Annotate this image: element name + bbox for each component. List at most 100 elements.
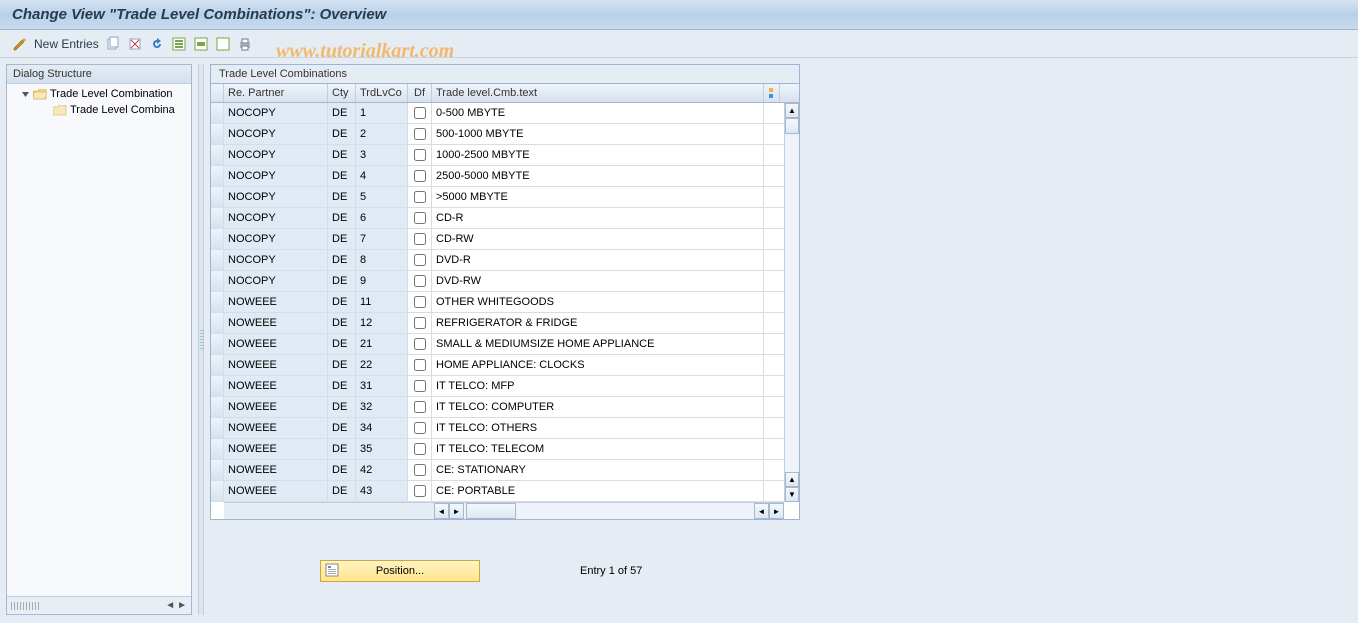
scroll-left-icon[interactable]: ◄ <box>434 503 449 519</box>
cell-text[interactable]: 0-500 MBYTE <box>432 103 764 123</box>
table-row[interactable]: NOCOPY DE 2 500-1000 MBYTE <box>211 124 799 145</box>
cell-df[interactable] <box>408 460 432 480</box>
splitter[interactable] <box>198 64 204 615</box>
cell-trdlv[interactable]: 35 <box>356 439 408 459</box>
cell-partner[interactable]: NOCOPY <box>224 166 328 186</box>
table-row[interactable]: NOCOPY DE 4 2500-5000 MBYTE <box>211 166 799 187</box>
undo-icon[interactable] <box>149 36 165 52</box>
cell-trdlv[interactable]: 22 <box>356 355 408 375</box>
df-checkbox[interactable] <box>414 443 426 455</box>
row-selector[interactable] <box>211 481 224 501</box>
df-checkbox[interactable] <box>414 485 426 497</box>
cell-text[interactable]: IT TELCO: MFP <box>432 376 764 396</box>
df-checkbox[interactable] <box>414 422 426 434</box>
cell-trdlv[interactable]: 31 <box>356 376 408 396</box>
scroll-up-icon[interactable]: ▲ <box>785 103 799 118</box>
copy-icon[interactable] <box>105 36 121 52</box>
cell-df[interactable] <box>408 292 432 312</box>
scroll-right-icon[interactable]: ► <box>769 503 784 519</box>
horizontal-scrollbar[interactable]: ◄ ► ◄ ► <box>224 502 784 519</box>
df-checkbox[interactable] <box>414 464 426 476</box>
print-icon[interactable] <box>237 36 253 52</box>
cell-trdlv[interactable]: 9 <box>356 271 408 291</box>
table-row[interactable]: NOWEEE DE 35 IT TELCO: TELECOM <box>211 439 799 460</box>
cell-partner[interactable]: NOWEEE <box>224 439 328 459</box>
table-row[interactable]: NOWEEE DE 43 CE: PORTABLE <box>211 481 799 502</box>
cell-trdlv[interactable]: 7 <box>356 229 408 249</box>
sidebar-handle-icon[interactable] <box>11 602 41 610</box>
df-checkbox[interactable] <box>414 401 426 413</box>
position-button[interactable]: Position... <box>320 560 480 582</box>
row-selector[interactable] <box>211 124 224 144</box>
cell-text[interactable]: 500-1000 MBYTE <box>432 124 764 144</box>
cell-cty[interactable]: DE <box>328 334 356 354</box>
cell-cty[interactable]: DE <box>328 124 356 144</box>
cell-partner[interactable]: NOCOPY <box>224 229 328 249</box>
cell-cty[interactable]: DE <box>328 418 356 438</box>
cell-trdlv[interactable]: 34 <box>356 418 408 438</box>
cell-partner[interactable]: NOWEEE <box>224 481 328 501</box>
cell-text[interactable]: CD-RW <box>432 229 764 249</box>
cell-cty[interactable]: DE <box>328 355 356 375</box>
row-selector[interactable] <box>211 334 224 354</box>
scroll-left2-icon[interactable]: ◄ <box>754 503 769 519</box>
cell-df[interactable] <box>408 376 432 396</box>
cell-partner[interactable]: NOWEEE <box>224 418 328 438</box>
cell-cty[interactable]: DE <box>328 439 356 459</box>
cell-df[interactable] <box>408 334 432 354</box>
col-header-partner[interactable]: Re. Partner <box>224 84 328 102</box>
cell-text[interactable]: DVD-R <box>432 250 764 270</box>
cell-trdlv[interactable]: 8 <box>356 250 408 270</box>
select-all-icon[interactable] <box>171 36 187 52</box>
cell-trdlv[interactable]: 5 <box>356 187 408 207</box>
table-row[interactable]: NOWEEE DE 34 IT TELCO: OTHERS <box>211 418 799 439</box>
cell-trdlv[interactable]: 6 <box>356 208 408 228</box>
row-selector[interactable] <box>211 460 224 480</box>
cell-cty[interactable]: DE <box>328 376 356 396</box>
sidebar-scroll-left-icon[interactable]: ◄ <box>165 600 175 611</box>
select-block-icon[interactable] <box>193 36 209 52</box>
col-header-cty[interactable]: Cty <box>328 84 356 102</box>
df-checkbox[interactable] <box>414 233 426 245</box>
cell-df[interactable] <box>408 187 432 207</box>
row-selector[interactable] <box>211 250 224 270</box>
row-selector[interactable] <box>211 376 224 396</box>
cell-text[interactable]: IT TELCO: TELECOM <box>432 439 764 459</box>
cell-cty[interactable]: DE <box>328 250 356 270</box>
table-row[interactable]: NOCOPY DE 8 DVD-R <box>211 250 799 271</box>
cell-df[interactable] <box>408 481 432 501</box>
cell-df[interactable] <box>408 313 432 333</box>
tree-item[interactable]: Trade Level Combina <box>7 102 191 118</box>
cell-cty[interactable]: DE <box>328 103 356 123</box>
cell-trdlv[interactable]: 11 <box>356 292 408 312</box>
cell-df[interactable] <box>408 355 432 375</box>
cell-text[interactable]: DVD-RW <box>432 271 764 291</box>
vertical-scrollbar[interactable]: ▲ ▲ ▼ <box>784 103 799 502</box>
row-selector[interactable] <box>211 145 224 165</box>
cell-partner[interactable]: NOWEEE <box>224 292 328 312</box>
cell-partner[interactable]: NOWEEE <box>224 355 328 375</box>
row-selector[interactable] <box>211 355 224 375</box>
cell-trdlv[interactable]: 2 <box>356 124 408 144</box>
col-header-selector[interactable] <box>211 84 224 102</box>
table-row[interactable]: NOCOPY DE 7 CD-RW <box>211 229 799 250</box>
cell-cty[interactable]: DE <box>328 187 356 207</box>
table-row[interactable]: NOCOPY DE 6 CD-R <box>211 208 799 229</box>
row-selector[interactable] <box>211 313 224 333</box>
cell-text[interactable]: IT TELCO: COMPUTER <box>432 397 764 417</box>
row-selector[interactable] <box>211 229 224 249</box>
cell-df[interactable] <box>408 145 432 165</box>
cell-cty[interactable]: DE <box>328 481 356 501</box>
cell-partner[interactable]: NOCOPY <box>224 145 328 165</box>
cell-df[interactable] <box>408 418 432 438</box>
cell-trdlv[interactable]: 42 <box>356 460 408 480</box>
col-header-text[interactable]: Trade level.Cmb.text <box>432 84 764 102</box>
cell-df[interactable] <box>408 166 432 186</box>
cell-partner[interactable]: NOWEEE <box>224 397 328 417</box>
scroll-track[interactable] <box>785 118 799 472</box>
cell-df[interactable] <box>408 208 432 228</box>
scroll-right-btn-icon[interactable]: ► <box>449 503 464 519</box>
df-checkbox[interactable] <box>414 296 426 308</box>
table-row[interactable]: NOWEEE DE 12 REFRIGERATOR & FRIDGE <box>211 313 799 334</box>
cell-cty[interactable]: DE <box>328 397 356 417</box>
